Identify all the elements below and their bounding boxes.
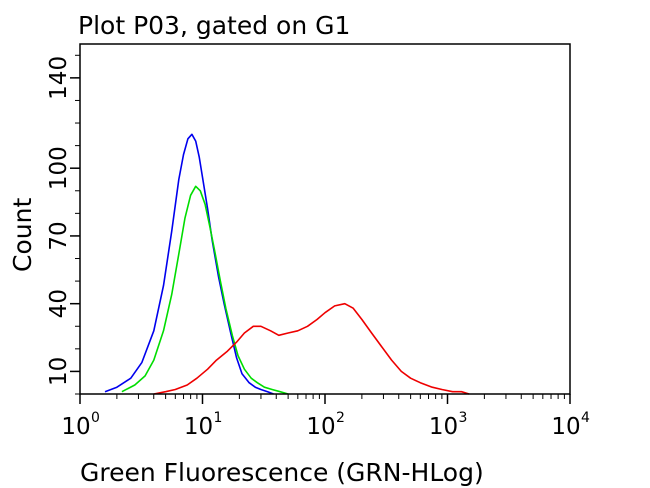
histogram-series-2 — [121, 185, 289, 395]
y-tick-label: 10 — [46, 357, 72, 386]
x-tick-label: 10 — [306, 414, 335, 440]
chart-title: Plot P03, gated on G1 — [78, 11, 350, 40]
x-tick-label: 10 — [184, 414, 213, 440]
y-tick-label: 70 — [46, 221, 72, 250]
histogram-series-3 — [153, 302, 470, 395]
y-axis: 10 40 70 100 140 — [46, 54, 80, 395]
x-tick-label: 10 — [551, 414, 580, 440]
x-axis-label: Green Fluorescence (GRN-HLog) — [80, 458, 484, 487]
x-tick-exponent: 2 — [336, 410, 345, 426]
x-tick-label: 10 — [61, 414, 90, 440]
y-tick-label: 140 — [46, 56, 72, 100]
y-tick-label: 40 — [46, 289, 72, 318]
x-tick-exponent: 3 — [459, 410, 468, 426]
histogram-series-1 — [104, 133, 274, 395]
x-tick-exponent: 0 — [91, 410, 100, 426]
x-tick-exponent: 1 — [214, 410, 223, 426]
x-tick-exponent: 4 — [581, 410, 590, 426]
plot-frame — [79, 43, 571, 395]
y-tick-label: 100 — [46, 146, 72, 190]
x-axis: 10 0 10 1 10 2 10 3 10 4 — [61, 394, 590, 440]
x-tick-label: 10 — [429, 414, 458, 440]
y-axis-label: Count — [8, 198, 37, 272]
series-layer — [104, 133, 470, 395]
